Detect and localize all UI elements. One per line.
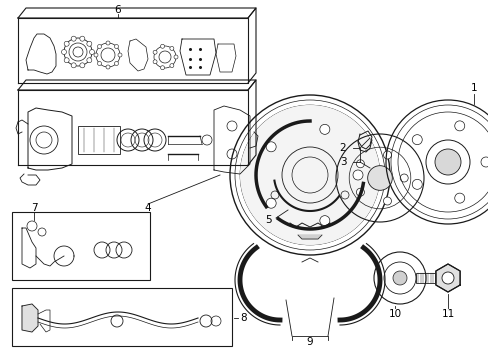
Circle shape xyxy=(80,63,84,68)
Bar xyxy=(415,273,437,283)
Circle shape xyxy=(64,41,69,46)
Circle shape xyxy=(240,105,379,245)
Circle shape xyxy=(89,49,94,54)
Text: 2: 2 xyxy=(339,143,346,153)
Circle shape xyxy=(356,188,364,196)
Circle shape xyxy=(356,160,364,168)
Text: 1: 1 xyxy=(470,83,476,93)
Circle shape xyxy=(454,193,464,203)
Circle shape xyxy=(434,149,460,175)
Circle shape xyxy=(367,166,391,190)
Circle shape xyxy=(383,151,391,159)
Text: 5: 5 xyxy=(264,215,271,225)
Circle shape xyxy=(480,157,488,167)
Circle shape xyxy=(106,41,110,45)
Circle shape xyxy=(97,45,102,49)
Circle shape xyxy=(61,49,66,54)
Text: 9: 9 xyxy=(306,337,313,347)
Circle shape xyxy=(454,121,464,131)
Circle shape xyxy=(114,45,118,49)
Circle shape xyxy=(319,124,329,134)
Circle shape xyxy=(265,198,276,208)
Circle shape xyxy=(114,62,118,66)
Circle shape xyxy=(411,179,422,189)
Circle shape xyxy=(265,142,276,152)
Circle shape xyxy=(153,60,157,64)
Circle shape xyxy=(94,53,98,57)
Circle shape xyxy=(64,58,69,63)
Text: 10: 10 xyxy=(387,309,401,319)
Circle shape xyxy=(399,174,407,182)
Text: 3: 3 xyxy=(339,157,346,167)
Circle shape xyxy=(383,197,391,205)
Polygon shape xyxy=(297,235,321,239)
Circle shape xyxy=(392,271,406,285)
Polygon shape xyxy=(22,304,38,332)
Bar xyxy=(12,288,231,346)
Text: 7: 7 xyxy=(31,203,37,213)
Circle shape xyxy=(71,36,76,41)
Circle shape xyxy=(106,65,110,69)
Text: 8: 8 xyxy=(240,313,247,323)
Circle shape xyxy=(441,272,453,284)
Text: 11: 11 xyxy=(441,309,454,319)
Circle shape xyxy=(71,63,76,68)
Polygon shape xyxy=(435,264,459,292)
Text: 4: 4 xyxy=(144,203,151,213)
Circle shape xyxy=(160,44,164,48)
Circle shape xyxy=(169,64,174,68)
Circle shape xyxy=(118,53,122,57)
Circle shape xyxy=(87,58,92,63)
Circle shape xyxy=(80,36,84,41)
Circle shape xyxy=(319,216,329,226)
Circle shape xyxy=(174,55,178,59)
Bar xyxy=(78,126,120,154)
Circle shape xyxy=(87,41,92,46)
Bar xyxy=(12,212,150,280)
Text: 6: 6 xyxy=(115,5,121,15)
Circle shape xyxy=(411,135,422,145)
Circle shape xyxy=(153,50,157,54)
Circle shape xyxy=(97,62,102,66)
Circle shape xyxy=(160,66,164,70)
Circle shape xyxy=(352,170,362,180)
Circle shape xyxy=(169,46,174,50)
